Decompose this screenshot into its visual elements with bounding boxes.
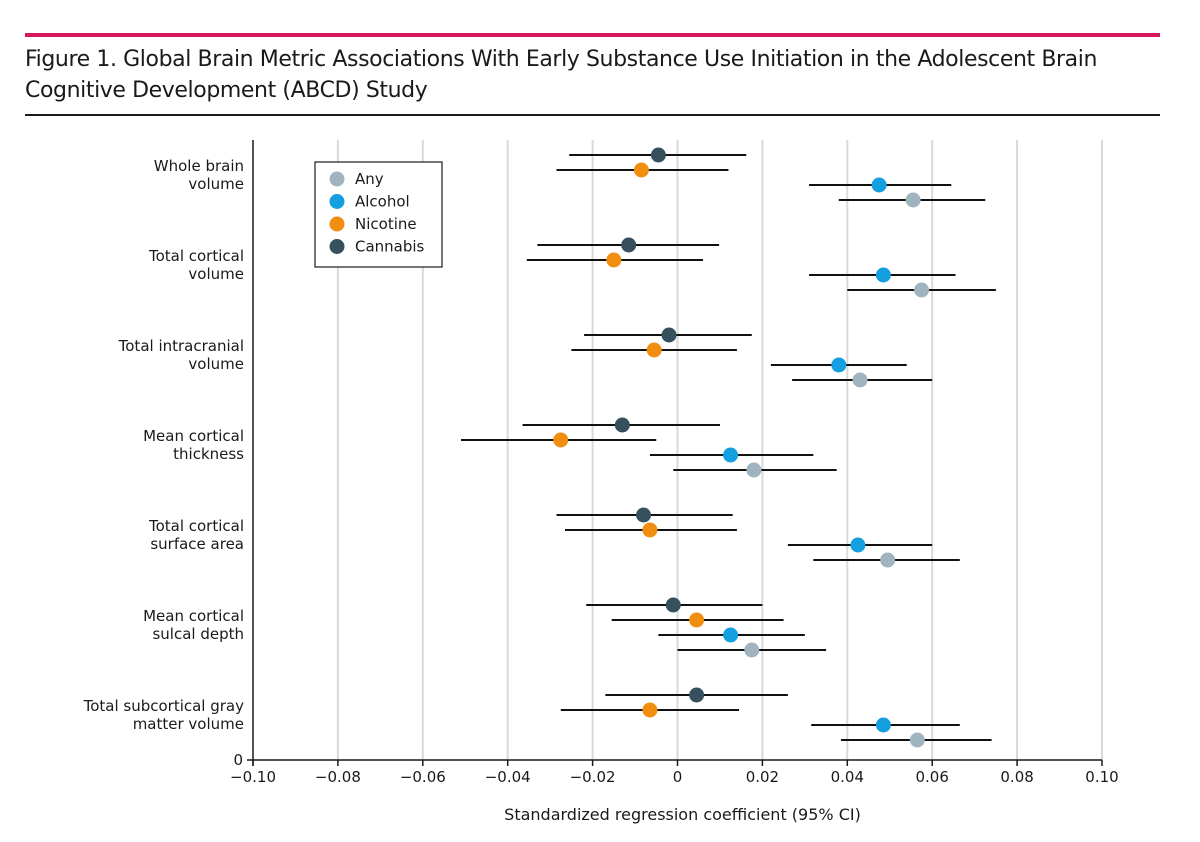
group-label: sulcal depth [152, 625, 244, 643]
point-estimate [746, 462, 762, 478]
point-estimate [831, 357, 847, 373]
title-accent-bar [25, 33, 1160, 37]
legend-label: Alcohol [355, 193, 410, 211]
point-estimate [875, 267, 891, 283]
point-estimate [871, 177, 887, 193]
group-label: volume [188, 265, 244, 283]
title-rule [25, 114, 1160, 116]
legend-marker [329, 216, 345, 232]
point-estimate [850, 537, 866, 553]
group-label: volume [188, 175, 244, 193]
y-axis-zero-label: 0 [233, 751, 243, 769]
x-tick-label: −0.08 [315, 768, 361, 786]
point-estimate [553, 432, 569, 448]
group-label: surface area [150, 535, 244, 553]
x-tick-label: 0.04 [831, 768, 864, 786]
group-label: matter volume [133, 715, 244, 733]
x-tick-label: −0.02 [570, 768, 616, 786]
x-tick-label: 0.02 [746, 768, 779, 786]
legend-marker [329, 171, 345, 187]
point-estimate [723, 627, 739, 643]
group-label: Mean cortical [143, 427, 244, 445]
group-label: Total subcortical gray [83, 697, 245, 715]
legend-marker [329, 239, 345, 254]
point-estimate [665, 597, 681, 613]
legend-label: Nicotine [355, 215, 417, 233]
point-estimate [606, 252, 622, 268]
point-estimate [909, 732, 925, 748]
point-estimate [914, 282, 930, 298]
point-estimate [661, 327, 677, 343]
point-estimate [646, 342, 662, 358]
point-estimate [642, 702, 658, 718]
group-label: Total cortical [148, 517, 244, 535]
x-tick-label: −0.10 [230, 768, 276, 786]
point-estimate [689, 687, 705, 703]
point-estimate [614, 417, 630, 433]
group-label: volume [188, 355, 244, 373]
point-estimate [880, 552, 896, 568]
point-estimate [636, 507, 652, 523]
point-estimate [905, 192, 921, 208]
point-estimate [633, 162, 649, 178]
x-tick-label: −0.04 [485, 768, 531, 786]
point-estimate [650, 147, 666, 163]
point-estimate [852, 372, 868, 388]
point-estimate [621, 237, 637, 253]
point-estimate [744, 642, 760, 658]
legend-label: Cannabis [355, 238, 425, 256]
x-tick-label: 0 [673, 768, 683, 786]
group-label: Total cortical [148, 247, 244, 265]
point-estimate [642, 522, 658, 538]
figure-title: Figure 1. Global Brain Metric Associatio… [25, 47, 1098, 103]
x-tick-label: −0.06 [400, 768, 446, 786]
legend-label: Any [355, 170, 384, 188]
x-tick-label: 0.10 [1085, 768, 1118, 786]
group-label: Mean cortical [143, 607, 244, 625]
group-label: Whole brain [154, 157, 244, 175]
legend-marker [329, 194, 345, 209]
x-tick-label: 0.06 [915, 768, 948, 786]
group-label: thickness [173, 445, 244, 463]
group-label: Total intracranial [118, 337, 244, 355]
x-axis-title: Standardized regression coefficient (95%… [504, 805, 861, 824]
point-estimate [875, 717, 891, 733]
x-tick-label: 0.08 [1000, 768, 1033, 786]
point-estimate [689, 612, 705, 628]
point-estimate [723, 447, 739, 463]
